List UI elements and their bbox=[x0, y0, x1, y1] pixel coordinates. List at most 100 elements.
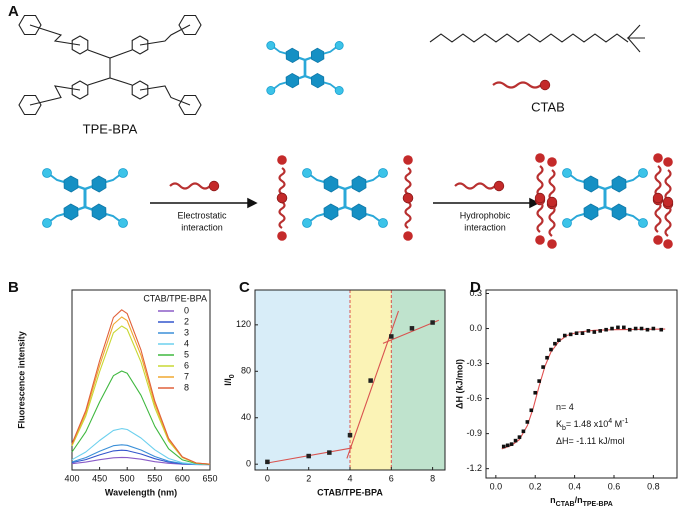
text-part: K bbox=[556, 419, 562, 429]
data-point bbox=[557, 338, 561, 343]
ctab-tail bbox=[664, 169, 672, 201]
x-tick-label: 500 bbox=[120, 473, 135, 483]
chain bbox=[29, 24, 81, 46]
ctab-icon bbox=[652, 192, 664, 233]
step-text: interaction bbox=[181, 222, 223, 232]
ctab-icon bbox=[492, 79, 551, 91]
data-point bbox=[517, 435, 522, 439]
data-point bbox=[501, 444, 506, 449]
ctab-tail bbox=[664, 205, 672, 237]
data-point bbox=[505, 443, 510, 448]
chain bbox=[29, 85, 81, 106]
tpe-ring bbox=[323, 175, 339, 193]
data-point bbox=[525, 420, 530, 424]
ctab-head bbox=[535, 153, 545, 163]
ctab-tail bbox=[454, 182, 496, 190]
pyridine-ring bbox=[178, 94, 202, 116]
x-axis-label: nCTAB/nTPE-BPA bbox=[550, 495, 613, 508]
ctab-icon bbox=[662, 196, 674, 237]
ctab-head bbox=[402, 192, 414, 204]
legend-label: 3 bbox=[184, 327, 189, 337]
fit-line bbox=[501, 328, 666, 450]
ctab-tail bbox=[278, 167, 286, 195]
data-point bbox=[545, 355, 549, 360]
panel-label: D bbox=[470, 279, 481, 296]
y-tick-label: -0.3 bbox=[466, 358, 482, 368]
ctab-head bbox=[276, 192, 288, 204]
spectrum-line bbox=[71, 428, 211, 466]
ctab-tail bbox=[548, 169, 556, 201]
tpe-ring bbox=[611, 175, 627, 193]
arrows bbox=[150, 197, 540, 209]
y-axis-label: I/I0 bbox=[223, 374, 236, 386]
benzene-ring bbox=[131, 80, 149, 100]
ctab-tail bbox=[536, 201, 544, 233]
ctab-icon bbox=[402, 192, 414, 229]
ctab-icon bbox=[276, 192, 288, 229]
ctab-tail bbox=[278, 201, 286, 229]
data-point bbox=[553, 341, 557, 346]
data-point bbox=[389, 334, 394, 339]
x-tick-label: 4 bbox=[347, 473, 352, 483]
region bbox=[391, 290, 445, 470]
tpe-ring bbox=[285, 47, 300, 64]
tpe-ring bbox=[91, 203, 107, 221]
spectrum-line bbox=[71, 444, 211, 466]
legend-label: 6 bbox=[184, 360, 189, 370]
chain bbox=[139, 85, 191, 106]
ctab-head bbox=[653, 153, 663, 163]
bond bbox=[87, 49, 133, 59]
y-tick-label: 0.0 bbox=[469, 323, 482, 333]
data-point bbox=[327, 450, 332, 455]
tpe-ring bbox=[91, 175, 107, 193]
panel-label: C bbox=[239, 279, 250, 296]
ctab-icon bbox=[546, 196, 558, 237]
plot-frame bbox=[71, 289, 211, 471]
y-tick-label: 40 bbox=[241, 412, 251, 422]
data-point bbox=[574, 331, 579, 336]
text-part: ΔH= -1.11 kJ/mol bbox=[556, 436, 625, 446]
text-part: -1 bbox=[622, 418, 628, 425]
y-tick-label: 0.3 bbox=[469, 288, 482, 298]
tpe-ring bbox=[310, 47, 325, 64]
tpe-ring bbox=[310, 72, 325, 89]
tpe-end bbox=[266, 86, 276, 95]
ctab-tail bbox=[548, 205, 556, 237]
x-tick-label: 8 bbox=[430, 473, 435, 483]
plot-frame bbox=[485, 289, 678, 479]
x-tick-label: 0.8 bbox=[647, 481, 660, 491]
x-tick-label: 450 bbox=[92, 473, 107, 483]
legend-label: 5 bbox=[184, 349, 189, 359]
tpe-end bbox=[378, 168, 388, 178]
data-point bbox=[533, 390, 538, 395]
tpe-ring bbox=[351, 175, 367, 193]
data-point bbox=[592, 330, 597, 334]
tpe-end bbox=[42, 168, 52, 178]
tpe-end bbox=[266, 41, 276, 50]
data-point bbox=[265, 459, 270, 465]
ctab-head bbox=[403, 231, 413, 241]
text-part: n= 4 bbox=[556, 402, 574, 412]
surfactant-name: CTAB bbox=[531, 99, 565, 114]
tpe-ring bbox=[583, 175, 599, 193]
y-tick-label: 120 bbox=[236, 319, 251, 329]
text-part: b bbox=[562, 425, 566, 432]
data-point bbox=[645, 327, 650, 332]
data-point bbox=[659, 327, 664, 332]
ctab-tail bbox=[169, 182, 211, 190]
legend-label: 4 bbox=[184, 338, 189, 348]
x-tick-label: 0.2 bbox=[529, 481, 542, 491]
data-point bbox=[409, 326, 415, 331]
y-tick-label: -0.6 bbox=[466, 393, 482, 403]
panel-label: A bbox=[8, 3, 19, 20]
ctab-head bbox=[663, 239, 673, 249]
y-axis-label: Fluorescence intensity bbox=[16, 331, 26, 429]
text-part: /n bbox=[575, 495, 583, 505]
y-tick-label: 80 bbox=[241, 366, 251, 376]
data-point bbox=[509, 442, 514, 446]
bond bbox=[87, 77, 133, 86]
data-point bbox=[529, 408, 534, 413]
legend-label: 8 bbox=[184, 382, 189, 392]
data-point bbox=[513, 438, 518, 443]
